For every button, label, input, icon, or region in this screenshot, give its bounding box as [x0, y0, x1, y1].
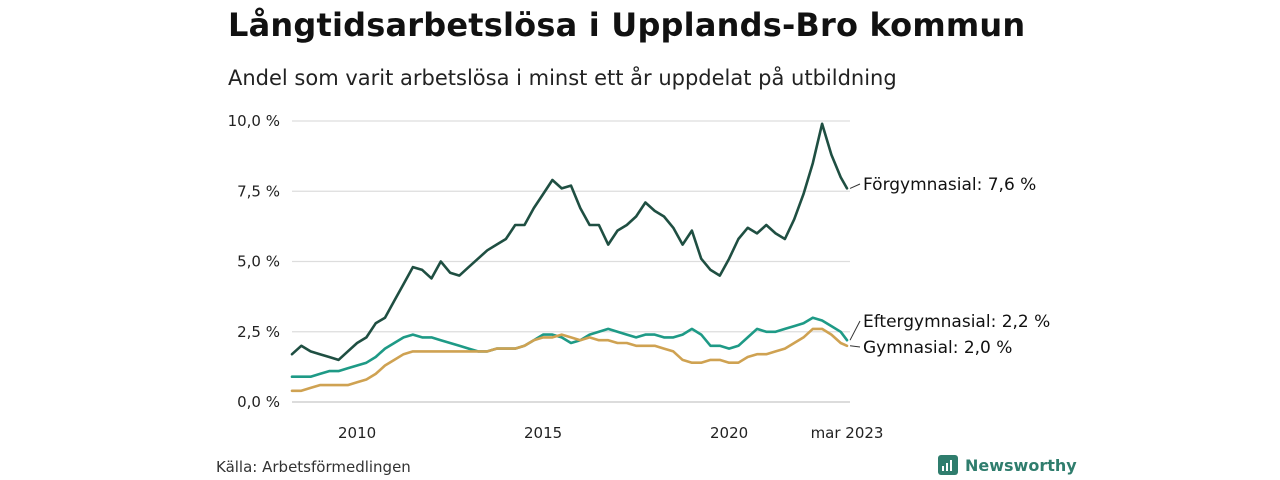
- grid-lines: [292, 120, 850, 403]
- series-line-förgymnasial: [290, 122, 849, 362]
- series-end-label: Förgymnasial: 7,6 %: [863, 175, 1036, 195]
- x-tick-label: mar 2023: [811, 424, 884, 442]
- label-leader-line: [849, 345, 861, 348]
- x-tick-label: 2015: [524, 424, 562, 442]
- newsworthy-icon: [938, 455, 958, 475]
- series-line-gymnasial: [290, 327, 849, 393]
- y-tick-label: 0,0 %: [237, 393, 280, 411]
- x-tick-label: 2010: [338, 424, 376, 442]
- brand-name: Newsworthy: [965, 455, 1077, 475]
- chart-title: Långtidsarbetslösa i Upplands-Bro kommun: [228, 6, 1026, 44]
- series-line-eftergymnasial: [290, 316, 849, 378]
- x-axis-labels: 2010 2015 2020 mar 2023: [338, 424, 883, 442]
- chart-subtitle: Andel som varit arbetslösa i minst ett å…: [228, 66, 897, 90]
- y-axis-labels: 0,0 % 2,5 % 5,0 % 7,5 % 10,0 %: [228, 112, 280, 411]
- y-tick-label: 2,5 %: [237, 323, 280, 341]
- source-note: Källa: Arbetsförmedlingen: [216, 458, 411, 476]
- series-end-label: Gymnasial: 2,0 %: [863, 338, 1012, 358]
- brand-logo[interactable]: Newsworthy: [938, 455, 1077, 475]
- series-end-label: Eftergymnasial: 2,2 %: [863, 312, 1050, 332]
- series-lines: [290, 122, 849, 393]
- y-tick-label: 7,5 %: [237, 182, 280, 200]
- y-tick-label: 5,0 %: [237, 253, 280, 271]
- label-leader-line: [849, 183, 861, 189]
- y-tick-label: 10,0 %: [228, 112, 280, 130]
- series-end-labels: Förgymnasial: 7,6 % Eftergymnasial: 2,2 %…: [849, 175, 1050, 358]
- label-leader-line: [849, 320, 861, 341]
- x-tick-label: 2020: [710, 424, 748, 442]
